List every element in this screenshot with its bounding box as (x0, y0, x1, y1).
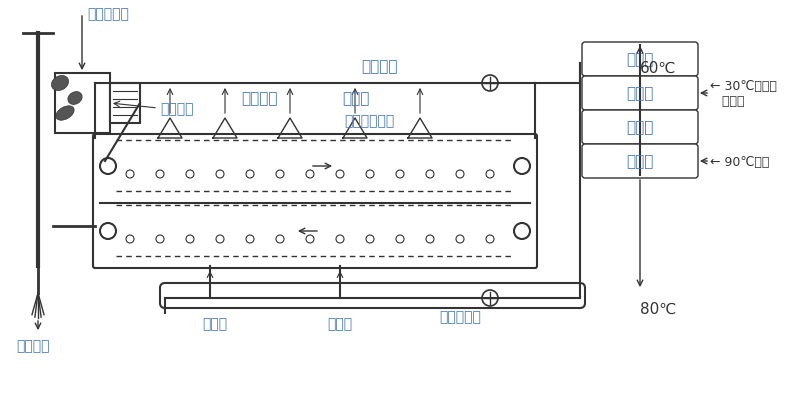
Bar (110, 84, 140, 124)
Text: ← 90℃热水: ← 90℃热水 (710, 155, 770, 168)
FancyBboxPatch shape (93, 135, 537, 268)
Ellipse shape (51, 76, 69, 91)
Text: ← 30℃冷却水
   冷凝水: ← 30℃冷却水 冷凝水 (710, 80, 777, 108)
Text: 加热器: 加热器 (626, 154, 654, 169)
Text: 冷却器: 冷却器 (626, 86, 654, 101)
Text: 湿泥饼进料: 湿泥饼进料 (87, 7, 129, 21)
Text: 回热器: 回热器 (626, 120, 654, 135)
Text: 湿泥饼: 湿泥饼 (342, 91, 370, 106)
Text: 干泥出料: 干泥出料 (16, 338, 50, 352)
Text: 80℃: 80℃ (640, 301, 676, 316)
Text: 回热器: 回热器 (626, 52, 654, 67)
Bar (55, 74, 110, 134)
FancyBboxPatch shape (160, 283, 585, 308)
Text: 干燥热空气: 干燥热空气 (439, 309, 481, 323)
FancyBboxPatch shape (582, 77, 698, 111)
FancyBboxPatch shape (582, 145, 698, 178)
Text: 湿热空气: 湿热空气 (362, 59, 398, 74)
FancyBboxPatch shape (582, 43, 698, 77)
Ellipse shape (56, 107, 74, 121)
Ellipse shape (68, 93, 82, 105)
Text: 排出气体: 排出气体 (242, 91, 278, 106)
Text: 60℃: 60℃ (640, 61, 677, 76)
FancyBboxPatch shape (582, 111, 698, 145)
Text: 湿泥粉碎: 湿泥粉碎 (160, 102, 194, 116)
Text: 热空气: 热空气 (327, 316, 353, 330)
Text: 热空气: 热空气 (202, 316, 227, 330)
Text: 干燥中的污泥: 干燥中的污泥 (345, 114, 395, 128)
